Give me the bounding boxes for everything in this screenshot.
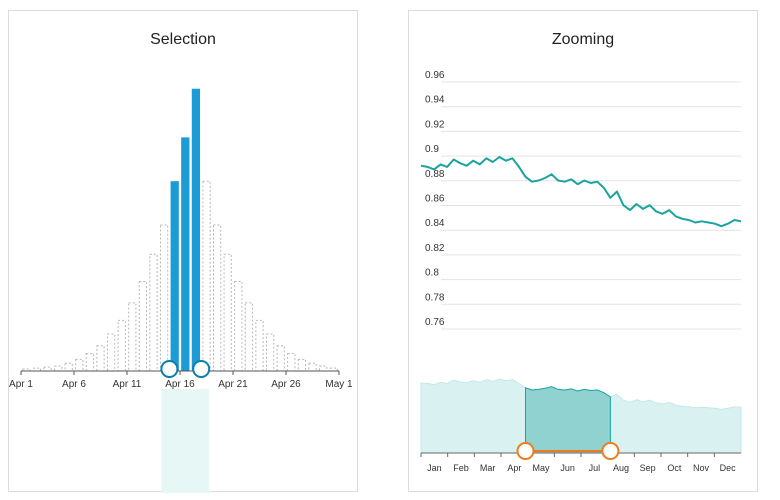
y-tick-label: 0.82 bbox=[425, 243, 445, 254]
bar bbox=[138, 280, 148, 372]
x-tick-label: Apr 1 bbox=[9, 379, 33, 390]
bar bbox=[318, 365, 328, 372]
month-tick-label: Oct bbox=[667, 463, 682, 473]
bar bbox=[64, 362, 73, 372]
month-tick-label: Aug bbox=[613, 463, 629, 473]
bar bbox=[85, 352, 95, 372]
y-tick-label: 0.84 bbox=[425, 218, 445, 229]
bar bbox=[287, 352, 296, 372]
zooming-chart-title: Zooming bbox=[551, 31, 615, 48]
y-tick-label: 0.9 bbox=[425, 144, 439, 155]
zoom-start-handle[interactable] bbox=[516, 442, 535, 460]
month-tick-label: Feb bbox=[453, 463, 469, 473]
selection-chart-title: Selection bbox=[150, 31, 216, 48]
series-line bbox=[420, 156, 742, 228]
x-tick-label: Apr 26 bbox=[271, 379, 301, 390]
y-tick-label: 0.78 bbox=[425, 292, 445, 303]
selection-chart-panel: Selection Apr 1 Apr 6 Apr 11 Apr 16 Apr 21 Ap… bbox=[8, 10, 359, 493]
x-tick-label: May 1 bbox=[325, 379, 353, 390]
bar-selected bbox=[191, 88, 201, 371]
bar bbox=[117, 319, 126, 372]
bar bbox=[297, 358, 307, 372]
bar bbox=[149, 253, 158, 372]
month-tick-label: Jan bbox=[427, 463, 442, 473]
x-tick-label: Apr 16 bbox=[165, 379, 195, 390]
bar bbox=[212, 224, 222, 372]
month-tick-label: May bbox=[532, 463, 550, 473]
month-tick-label: Dec bbox=[720, 463, 737, 473]
bar bbox=[276, 345, 285, 372]
bar bbox=[255, 319, 264, 372]
zooming-chart[interactable]: 0.96 0.94 0.92 0.9 0.88 0.86 0.84 0.82 0.8 0.78 0.… bbox=[409, 11, 759, 493]
bar bbox=[202, 180, 211, 372]
month-tick-label: Nov bbox=[693, 463, 710, 473]
y-tick-label: 0.92 bbox=[425, 119, 445, 130]
month-tick-label: Apr bbox=[507, 463, 521, 473]
selection-chart[interactable]: Apr 1 Apr 6 Apr 11 Apr 16 Apr 21 Apr 26 May 1 bbox=[9, 11, 359, 493]
x-tick-label: Apr 6 bbox=[62, 379, 86, 390]
y-tick-label: 0.86 bbox=[425, 194, 445, 205]
bar bbox=[128, 302, 137, 372]
bar bbox=[308, 362, 317, 372]
bar bbox=[223, 253, 232, 372]
bar bbox=[265, 333, 275, 372]
range-end-handle[interactable] bbox=[192, 360, 211, 378]
month-tick-label: Jun bbox=[560, 463, 575, 473]
bar-selected bbox=[181, 137, 190, 371]
x-tick-label: Apr 11 bbox=[113, 379, 142, 390]
month-tick-label: Jul bbox=[589, 463, 601, 473]
bar bbox=[106, 333, 116, 372]
range-start-handle[interactable] bbox=[160, 360, 179, 378]
bar bbox=[244, 302, 254, 372]
y-tick-label: 0.8 bbox=[425, 268, 439, 279]
navigator-selected-area[interactable] bbox=[525, 386, 611, 454]
bar bbox=[234, 280, 243, 372]
zooming-chart-panel: Zooming 0.96 0.94 0.92 0.9 0.88 0.86 0.84 0.82 0… bbox=[408, 10, 758, 492]
bar bbox=[159, 224, 169, 372]
bar-selected bbox=[170, 181, 179, 371]
bar bbox=[96, 345, 105, 372]
selection-band bbox=[161, 389, 210, 493]
y-tick-label: 0.96 bbox=[425, 70, 445, 81]
bar bbox=[75, 358, 84, 372]
bar bbox=[53, 365, 63, 372]
y-tick-label: 0.76 bbox=[425, 317, 445, 328]
y-tick-label: 0.94 bbox=[425, 95, 445, 106]
month-tick-label: Mar bbox=[480, 463, 496, 473]
x-tick-label: Apr 21 bbox=[218, 379, 248, 390]
month-tick-label: Sep bbox=[640, 463, 656, 473]
zoom-end-handle[interactable] bbox=[601, 442, 620, 460]
bar bbox=[43, 366, 52, 372]
y-tick-label: 0.88 bbox=[425, 169, 445, 180]
